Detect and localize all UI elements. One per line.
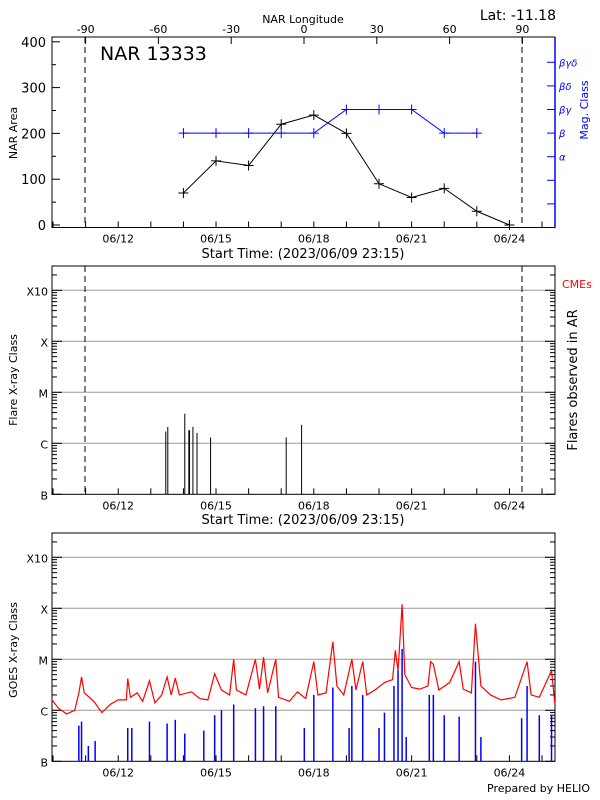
mag-class-point <box>406 104 417 115</box>
mag-class-point <box>374 104 385 115</box>
p1-x-tick-label: 06/24 <box>494 233 526 246</box>
p1-mag-tick-label: βδ <box>558 82 572 93</box>
p1-y-tick-label: 300 <box>21 82 46 97</box>
p3-ylabel: GOES X-ray Class <box>7 602 20 698</box>
p2-y2label: Flares observed in AR <box>566 309 581 450</box>
area-point <box>471 206 482 217</box>
lat-label: Lat: -11.18 <box>480 8 556 24</box>
p2-x-tick-label: 06/12 <box>102 499 134 512</box>
area-point <box>308 110 319 121</box>
p3-x-tick-label: 06/24 <box>494 766 526 779</box>
p3-x-tick-label: 06/12 <box>102 766 134 779</box>
p3-y-tick-label: B <box>40 756 48 769</box>
p1-mag-tick-label: βγδ <box>558 58 577 69</box>
p1-lon-tick-label: 0 <box>301 23 308 36</box>
area-point <box>439 183 450 194</box>
p1-frame <box>51 36 556 228</box>
area-point <box>374 178 385 189</box>
area-point <box>178 187 189 198</box>
cme-label: CMEs <box>562 278 592 291</box>
area-point <box>211 155 222 166</box>
p1-ylabel: NAR Area <box>7 107 20 159</box>
mag-class-line <box>183 109 477 134</box>
p2-x-tick-label: 06/15 <box>200 499 232 512</box>
mag-class-point <box>276 128 287 139</box>
p2-y-tick-label: C <box>40 438 48 451</box>
top-axis-label: NAR Longitude <box>262 13 344 26</box>
p1-lon-tick-label: 30 <box>370 23 384 36</box>
mag-class-point <box>341 104 352 115</box>
p3-y-tick-label: M <box>39 654 49 667</box>
region-label: NAR 13333 <box>100 43 207 65</box>
p1-y2label: Mag. Class <box>578 80 591 139</box>
p1-x-tick-label: 06/15 <box>200 233 232 246</box>
p3-y-tick-label: X10 <box>26 552 48 565</box>
goes-long-line <box>51 604 556 715</box>
mag-class-point <box>178 128 189 139</box>
p3-x-tick-label: 06/18 <box>298 766 330 779</box>
p1-mag-tick-label: β <box>558 129 566 140</box>
p1-y-tick-label: 0 <box>38 219 46 234</box>
p1-y-tick-label: 100 <box>21 173 46 188</box>
p3-y-tick-label: X <box>40 603 48 616</box>
area-point <box>406 192 417 203</box>
p2-x-tick-label: 06/18 <box>298 499 330 512</box>
mag-class-point <box>211 128 222 139</box>
p3-y-tick-label: C <box>40 705 48 718</box>
p1-mag-tick-label: α <box>559 153 566 164</box>
mag-class-point <box>471 128 482 139</box>
p2-y-tick-label: M <box>39 387 49 400</box>
p3-x-tick-label: 06/15 <box>200 766 232 779</box>
p1-x-tick-label: 06/18 <box>298 233 330 246</box>
p1-x-tick-label: 06/12 <box>102 233 134 246</box>
p1-lon-tick-label: 90 <box>515 23 529 36</box>
mag-class-point <box>243 128 254 139</box>
footer-credit: Prepared by HELIO <box>487 782 590 795</box>
area-point <box>276 119 287 130</box>
p1-lon-tick-label: -30 <box>222 23 240 36</box>
p3-x-tick-label: 06/21 <box>396 766 428 779</box>
p2-ylabel: Flare X-ray Class <box>7 334 20 426</box>
p1-lon-tick-label: -90 <box>77 23 95 36</box>
p1-lon-tick-label: 60 <box>443 23 457 36</box>
p2-x-tick-label: 06/21 <box>396 499 428 512</box>
p2-x-tick-label: 06/24 <box>494 499 526 512</box>
p2-y-tick-label: X <box>40 336 48 349</box>
mag-class-point <box>439 128 450 139</box>
p1-mag-tick-label: βγ <box>558 106 572 117</box>
p1-y-tick-label: 400 <box>21 36 46 51</box>
p1-xlabel: Start Time: (2023/06/09 23:15) <box>202 247 405 262</box>
p1-x-tick-label: 06/21 <box>396 233 428 246</box>
area-point <box>243 160 254 171</box>
p3-frame <box>51 532 556 762</box>
area-point <box>504 220 515 230</box>
p1-y-tick-label: 200 <box>21 127 46 142</box>
p2-y-tick-label: X10 <box>26 285 48 298</box>
p2-xlabel: Start Time: (2023/06/09 23:15) <box>202 513 405 528</box>
p2-frame <box>51 265 556 495</box>
p1-lon-tick-label: -60 <box>149 23 167 36</box>
p2-y-tick-label: B <box>40 489 48 502</box>
area-point <box>341 128 352 139</box>
mag-class-point <box>308 128 319 139</box>
